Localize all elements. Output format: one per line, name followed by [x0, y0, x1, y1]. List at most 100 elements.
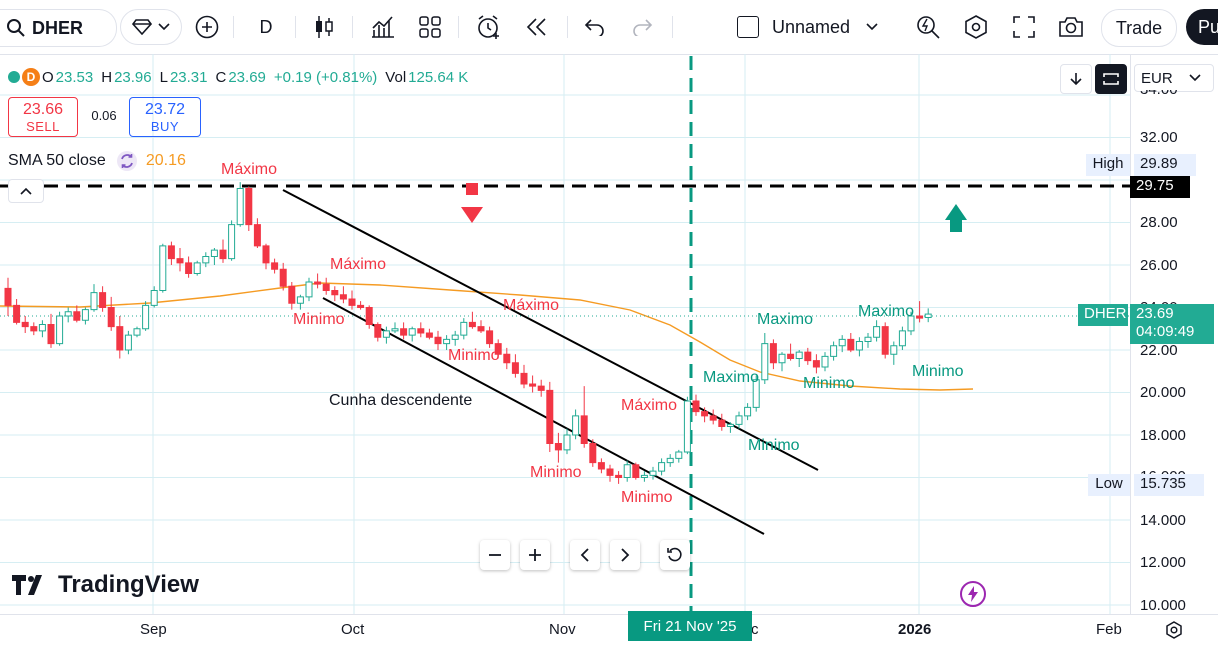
candle-body: [735, 415, 743, 425]
candle-body: [873, 326, 881, 338]
quick-search-button[interactable]: [912, 0, 944, 54]
settings-button[interactable]: [960, 0, 992, 54]
publish-button[interactable]: Pu: [1186, 9, 1218, 45]
chevron-right-icon: [621, 548, 630, 562]
zoom-in-button[interactable]: [520, 540, 550, 570]
chart-canvas[interactable]: [0, 54, 1218, 650]
candle-body: [855, 341, 863, 351]
replay-button[interactable]: [520, 0, 554, 54]
time-axis-border: [0, 614, 1218, 615]
candle-body: [408, 328, 416, 336]
candle-body: [374, 324, 382, 338]
sma-legend[interactable]: SMA 50 close 20.16: [8, 150, 186, 172]
low-tag-value: 15.735: [1134, 474, 1204, 496]
trade-button[interactable]: Trade: [1101, 9, 1177, 47]
arrow-down-icon: [1070, 73, 1082, 86]
time-tick: Sep: [140, 621, 167, 638]
open-label: O: [42, 68, 54, 86]
bar-countdown: 04:09:49: [1136, 323, 1195, 340]
close-label: C: [215, 68, 227, 86]
symbol-name: DHER: [32, 17, 84, 38]
candle-body: [185, 262, 193, 274]
max-label: Máximo: [621, 397, 678, 414]
candle-body: [150, 290, 158, 306]
price-tick: 10.000: [1140, 597, 1186, 614]
price-tick: 14.000: [1140, 512, 1186, 529]
square-icon: [737, 16, 759, 38]
price-tick: 28.00: [1140, 214, 1178, 231]
price-tick: 16.000: [1140, 468, 1186, 475]
symbol-search[interactable]: DHER: [0, 9, 117, 47]
compare-symbols-button[interactable]: [120, 9, 182, 45]
sync-button[interactable]: [1095, 64, 1127, 94]
arrow-down-icon: [461, 183, 483, 223]
candle-body: [391, 328, 399, 332]
fullscreen-button[interactable]: [1008, 0, 1040, 54]
templates-button[interactable]: [414, 0, 446, 54]
scroll-left-button[interactable]: [570, 540, 600, 570]
add-symbol-button[interactable]: [191, 0, 223, 54]
chevron-down-icon: [866, 23, 878, 31]
reset-chart-button[interactable]: [660, 540, 690, 570]
buy-price: 23.72: [144, 101, 186, 118]
horizontal-line-price: 29.75: [1130, 176, 1190, 198]
undo-button[interactable]: [580, 0, 610, 54]
candle-body: [597, 462, 605, 470]
chevron-left-icon: [580, 548, 589, 562]
candle-body: [898, 330, 906, 347]
tradingview-logo[interactable]: TradingView: [12, 570, 199, 600]
candle-body: [434, 336, 442, 345]
search-icon: [7, 19, 25, 37]
min-label-green: Minimo: [748, 437, 800, 454]
max-label: Máximo: [330, 256, 387, 273]
layout-checkbox[interactable]: [734, 0, 762, 54]
sma-line-path: [0, 282, 974, 391]
collapse-legend-button[interactable]: [8, 179, 44, 203]
candle-body: [296, 296, 304, 304]
fullscreen-icon: [1013, 16, 1035, 38]
zoom-out-button[interactable]: [480, 540, 510, 570]
indicators-button[interactable]: [366, 0, 400, 54]
scroll-down-button[interactable]: [1060, 64, 1092, 94]
time-tick: 2026: [898, 621, 932, 638]
layout-name-menu[interactable]: Unnamed: [772, 0, 892, 54]
candle-body: [812, 360, 820, 368]
redo-icon: [633, 19, 653, 36]
sell-label: SELL: [26, 119, 60, 134]
alert-button[interactable]: [472, 0, 506, 54]
candle-body: [787, 353, 795, 359]
currency-select[interactable]: EUR: [1134, 64, 1214, 92]
candle-body: [47, 324, 55, 345]
snapshot-button[interactable]: [1055, 0, 1087, 54]
chart-type-button[interactable]: [308, 0, 340, 54]
hexagon-gear-icon: [965, 15, 987, 39]
sell-button[interactable]: 23.66 SELL: [8, 97, 78, 137]
interval-button[interactable]: D: [250, 0, 282, 54]
sma-name: SMA 50 close: [8, 152, 106, 169]
redo-button[interactable]: [627, 0, 657, 54]
candle-body: [649, 470, 657, 476]
close-value: 23.69: [228, 68, 266, 86]
candle-body: [348, 298, 356, 306]
price-tick: 34.00: [1140, 90, 1178, 98]
flash-icon-button[interactable]: [960, 581, 986, 607]
min-label-green: Minimo: [803, 375, 855, 392]
spread-value: 0.06: [91, 108, 117, 123]
candle-body: [726, 423, 734, 427]
time-axis-settings-button[interactable]: [1164, 620, 1184, 640]
candle-body: [107, 307, 115, 328]
change-value: +0.19 (+0.81%): [273, 68, 378, 86]
max-label: Máximo: [503, 297, 560, 314]
candle-body: [133, 328, 141, 336]
candle-body: [830, 345, 838, 357]
scroll-right-button[interactable]: [610, 540, 640, 570]
sma-line: [0, 282, 974, 391]
candle-body: [30, 326, 38, 332]
toolbar-divider: [352, 16, 353, 38]
candle-body: [322, 283, 330, 291]
buy-button[interactable]: 23.72 BUY: [129, 97, 201, 137]
candle-body: [838, 338, 846, 347]
undo-icon: [584, 19, 604, 36]
low-label: L: [159, 68, 168, 86]
lightning-search-icon: [917, 16, 940, 39]
